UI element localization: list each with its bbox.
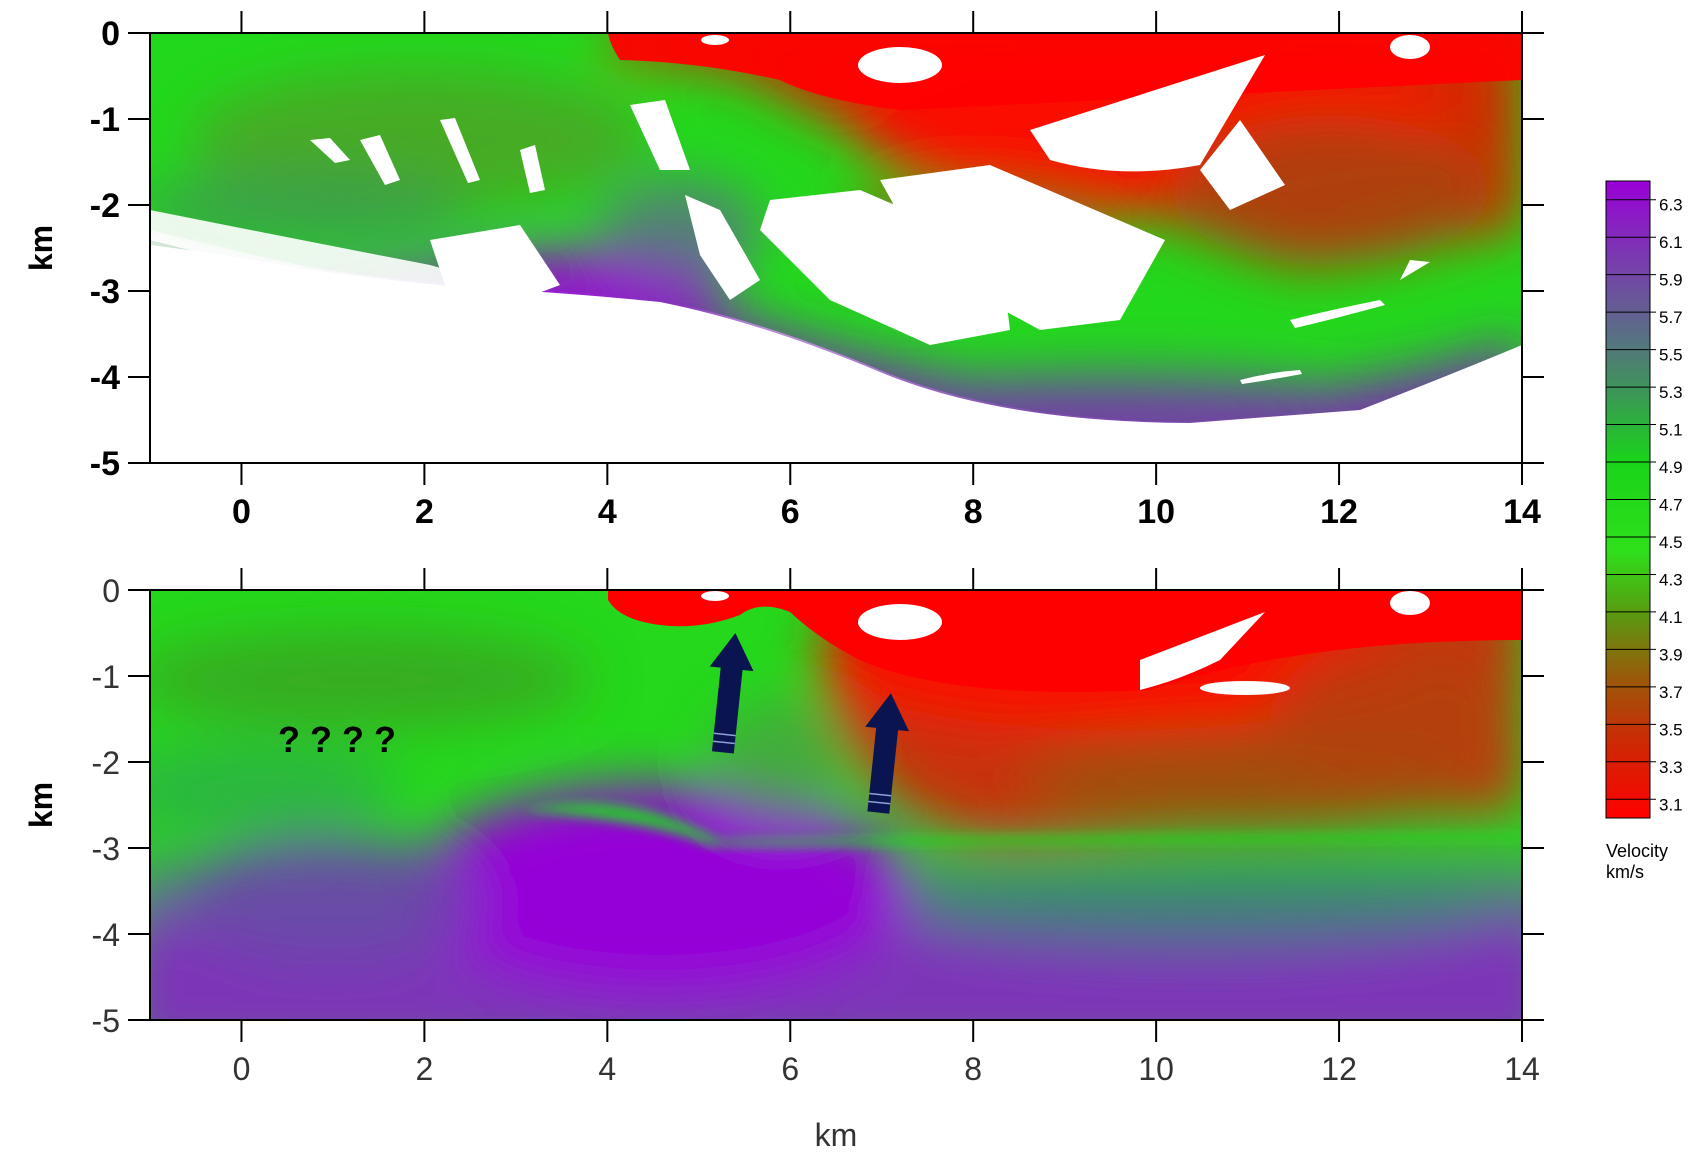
top-x-tick-label: 10 — [1137, 493, 1175, 531]
top-heatmap — [150, 33, 1522, 463]
bottom-y-axis-label: km — [23, 782, 59, 828]
bottom-x-tick-label: 2 — [416, 1051, 434, 1087]
colorbar-tick-label: 4.9 — [1659, 458, 1683, 477]
top-x-tick-label: 8 — [964, 493, 983, 531]
arrow — [709, 633, 754, 754]
colorbar-lines — [1606, 199, 1656, 800]
colorbar-tick-label: 5.5 — [1659, 346, 1683, 365]
colorbar-tick-label: 4.3 — [1659, 570, 1683, 589]
arrow-stripe — [712, 740, 735, 745]
colorbar-title-line1: Velocity — [1606, 841, 1668, 861]
colorbar-tick-label: 6.3 — [1659, 196, 1683, 215]
colorbar-tick-label: 3.5 — [1659, 720, 1683, 739]
question-marks: ? ? ? ? — [278, 719, 396, 760]
top-y-tick-label: -1 — [90, 101, 120, 139]
colorbar-tick-label: 3.1 — [1659, 795, 1683, 814]
top-y-tick-label: -3 — [90, 273, 120, 311]
colorbar-tick-label: 5.3 — [1659, 383, 1683, 402]
arrow-stripe — [713, 732, 736, 737]
bottom-heatmap: ? ? ? ? — [150, 590, 1522, 1020]
colorbar-tick-label: 4.1 — [1659, 608, 1683, 627]
colorbar-tick-label: 5.7 — [1659, 308, 1683, 327]
colorbar-tick-label: 3.9 — [1659, 645, 1683, 664]
bottom-x-tick-label: 12 — [1321, 1051, 1357, 1087]
top-unresolved-regions — [150, 35, 1522, 463]
bottom-x-tick-label: 10 — [1138, 1051, 1174, 1087]
top-y-tick-label: -5 — [90, 445, 120, 483]
colorbar-tick-label: 5.1 — [1659, 421, 1683, 440]
colorbar: 6.3 6.1 5.9 5.7 5.5 5.3 5.1 4.9 4.7 4.5 4.3 4.1 3.9 3… — [1605, 180, 1683, 882]
bottom-y-tick-label: -1 — [92, 659, 120, 695]
colorbar-tick-label: 5.9 — [1659, 271, 1683, 290]
colorbar-labels: 6.3 6.1 5.9 5.7 5.5 5.3 5.1 4.9 4.7 4.5 4.3 4.1 3.9 3… — [1659, 196, 1683, 815]
top-x-tick-label: 4 — [598, 493, 617, 531]
colorbar-tick-label: 3.3 — [1659, 758, 1683, 777]
bottom-y-tick-label: -4 — [92, 917, 120, 953]
top-y-axis-label: km — [23, 225, 59, 271]
colorbar-title-line2: km/s — [1606, 862, 1644, 882]
top-x-tick-label: 0 — [232, 493, 251, 531]
bottom-y-tick-label: -5 — [92, 1003, 120, 1039]
bottom-y-tick-label: -3 — [92, 831, 120, 867]
bottom-y-tick-label: 0 — [102, 573, 120, 609]
top-y-tick-label: -2 — [90, 187, 120, 225]
top-x-tick-label: 6 — [781, 493, 800, 531]
top-x-axis: 0 2 4 6 8 10 12 14 — [232, 11, 1541, 531]
bottom-velocity-field — [150, 590, 1522, 1020]
top-x-tick-label: 14 — [1503, 493, 1541, 531]
top-y-axis: 0 -1 -2 -3 -4 -5 — [90, 15, 1544, 483]
top-panel: 0 2 4 6 8 10 12 14 0 -1 -2 -3 -4 -5 km — [23, 11, 1544, 531]
colorbar-tick-label: 4.7 — [1659, 496, 1683, 515]
arrow-stripe — [869, 792, 892, 797]
bottom-x-tick-label: 4 — [598, 1051, 616, 1087]
bottom-plot-frame — [149, 589, 1523, 1021]
top-x-tick-label: 2 — [415, 493, 434, 531]
arrow-shape — [709, 633, 754, 754]
bottom-y-tick-label: -2 — [92, 745, 120, 781]
arrow-stripe — [868, 800, 891, 805]
bottom-x-axis-label: km — [815, 1117, 858, 1153]
bottom-x-axis: 0 2 4 6 8 10 12 14 — [233, 568, 1540, 1087]
colorbar-tick-label: 6.1 — [1659, 233, 1683, 252]
bottom-y-axis: 0 -1 -2 -3 -4 -5 — [92, 573, 1544, 1039]
top-y-tick-label: 0 — [101, 15, 120, 53]
arrow — [865, 693, 909, 814]
colorbar-tick-label: 3.7 — [1659, 683, 1683, 702]
bottom-x-tick-label: 0 — [233, 1051, 251, 1087]
top-plot-frame — [149, 32, 1523, 464]
colorbar-tick-label: 4.5 — [1659, 533, 1683, 552]
bottom-x-tick-label: 6 — [781, 1051, 799, 1087]
top-x-tick-label: 12 — [1320, 493, 1358, 531]
arrow-shape — [865, 693, 909, 814]
bottom-x-tick-label: 8 — [964, 1051, 982, 1087]
top-y-tick-label: -4 — [90, 359, 120, 397]
bottom-arrows — [709, 633, 909, 814]
bottom-unresolved-regions — [701, 591, 1430, 695]
bottom-x-tick-label: 14 — [1504, 1051, 1540, 1087]
bottom-panel: ? ? ? ? 0 2 4 6 8 10 12 14 0 -1 -2 -3 -4 -5 km km — [23, 568, 1544, 1153]
